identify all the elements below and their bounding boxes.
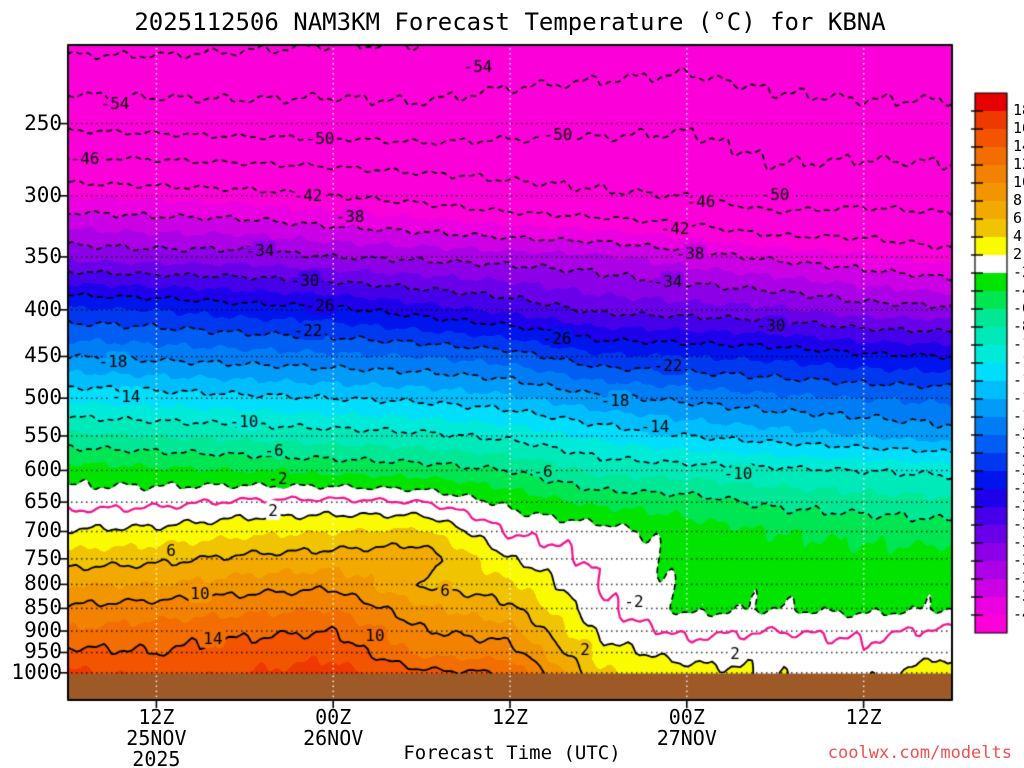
colorbar-tick-label: -20 xyxy=(1013,425,1024,443)
colorbar-tick-label: -28 xyxy=(1013,497,1024,515)
y-axis-tick-label: 650 xyxy=(24,489,62,514)
x-axis-title: Forecast Time (UTC) xyxy=(403,742,621,764)
y-axis-tick-label: 450 xyxy=(24,343,62,368)
colorbar-tick-label: -30 xyxy=(1013,515,1024,533)
x-axis-tick-label: 00Z 26NOV xyxy=(303,705,364,750)
colorbar-tick-label: 10 xyxy=(1013,173,1024,191)
chart-title: 2025112506 NAM3KM Forecast Temperature (… xyxy=(134,8,886,36)
y-axis-tick-label: 800 xyxy=(24,571,62,596)
y-axis-tick-label: 300 xyxy=(24,182,62,207)
colorbar-tick-label: -12 xyxy=(1013,353,1024,371)
x-axis-tick-label: 12Z xyxy=(491,705,529,729)
y-axis-tick-label: 250 xyxy=(24,110,62,135)
x-axis-tick-label: 12Z 25NOV 2025 xyxy=(126,705,187,768)
colorbar-tick-label: -32 xyxy=(1013,533,1024,551)
colorbar-tick-label: -22 xyxy=(1013,443,1024,461)
colorbar-tick-label: 16 xyxy=(1013,119,1024,137)
colorbar-tick-label: 4 xyxy=(1013,227,1023,245)
y-axis-tick-label: 700 xyxy=(24,518,62,543)
colorbar-tick-label: -2 xyxy=(1013,263,1024,281)
colorbar-tick-label: -40 xyxy=(1013,605,1024,623)
y-axis-tick-label: 600 xyxy=(24,457,62,482)
x-axis-tick-label: 12Z xyxy=(845,705,882,729)
watermark: coolwx.com/modelts xyxy=(827,743,1012,763)
colorbar-tick-label: -24 xyxy=(1013,461,1024,479)
colorbar-tick-label: -14 xyxy=(1013,371,1024,389)
colorbar-tick-label: 14 xyxy=(1013,137,1024,155)
colorbar-tick-label: -8 xyxy=(1013,317,1024,335)
colorbar-tick-label: -38 xyxy=(1013,587,1024,605)
y-axis-tick-label: 950 xyxy=(24,639,62,664)
y-axis-tick-label: 500 xyxy=(24,385,62,410)
colorbar-tick-label: 12 xyxy=(1013,155,1024,173)
colorbar-tick-label: -10 xyxy=(1013,335,1024,353)
colorbar-tick-label: -34 xyxy=(1013,551,1024,569)
y-axis-tick-label: 850 xyxy=(24,595,62,620)
y-axis-tick-label: 1000 xyxy=(11,659,62,684)
x-axis-tick-label: 00Z 27NOV xyxy=(656,705,717,750)
colorbar-tick-label: -36 xyxy=(1013,569,1024,587)
colorbar-tick-label: -18 xyxy=(1013,407,1024,425)
colorbar-tick-label: 6 xyxy=(1013,209,1023,227)
y-axis-tick-label: 550 xyxy=(24,422,62,447)
colorbar-tick-label: -4 xyxy=(1013,281,1024,299)
y-axis-tick-label: 750 xyxy=(24,545,62,570)
colorbar-tick-label: -6 xyxy=(1013,299,1024,317)
y-axis-tick-label: 350 xyxy=(24,243,62,268)
y-axis-tick-label: 400 xyxy=(24,296,62,321)
colorbar-tick-label: -26 xyxy=(1013,479,1024,497)
colorbar-tick-label: 8 xyxy=(1013,191,1023,209)
y-axis-tick-label: 900 xyxy=(24,618,62,643)
colorbar-tick-label: -16 xyxy=(1013,389,1024,407)
colorbar-tick-label: 18 xyxy=(1013,101,1024,119)
colorbar-tick-label: 2 xyxy=(1013,245,1023,263)
